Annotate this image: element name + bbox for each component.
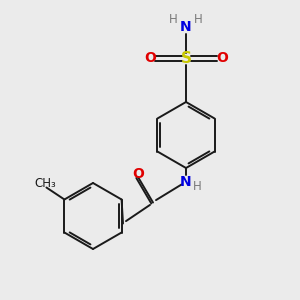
- Text: O: O: [144, 52, 156, 65]
- Text: CH₃: CH₃: [34, 177, 56, 190]
- Text: S: S: [181, 51, 191, 66]
- Text: H: H: [193, 180, 202, 194]
- Text: O: O: [132, 167, 144, 181]
- Text: H: H: [169, 13, 178, 26]
- Text: N: N: [180, 175, 192, 188]
- Text: O: O: [216, 52, 228, 65]
- Text: N: N: [180, 20, 192, 34]
- Text: H: H: [194, 13, 203, 26]
